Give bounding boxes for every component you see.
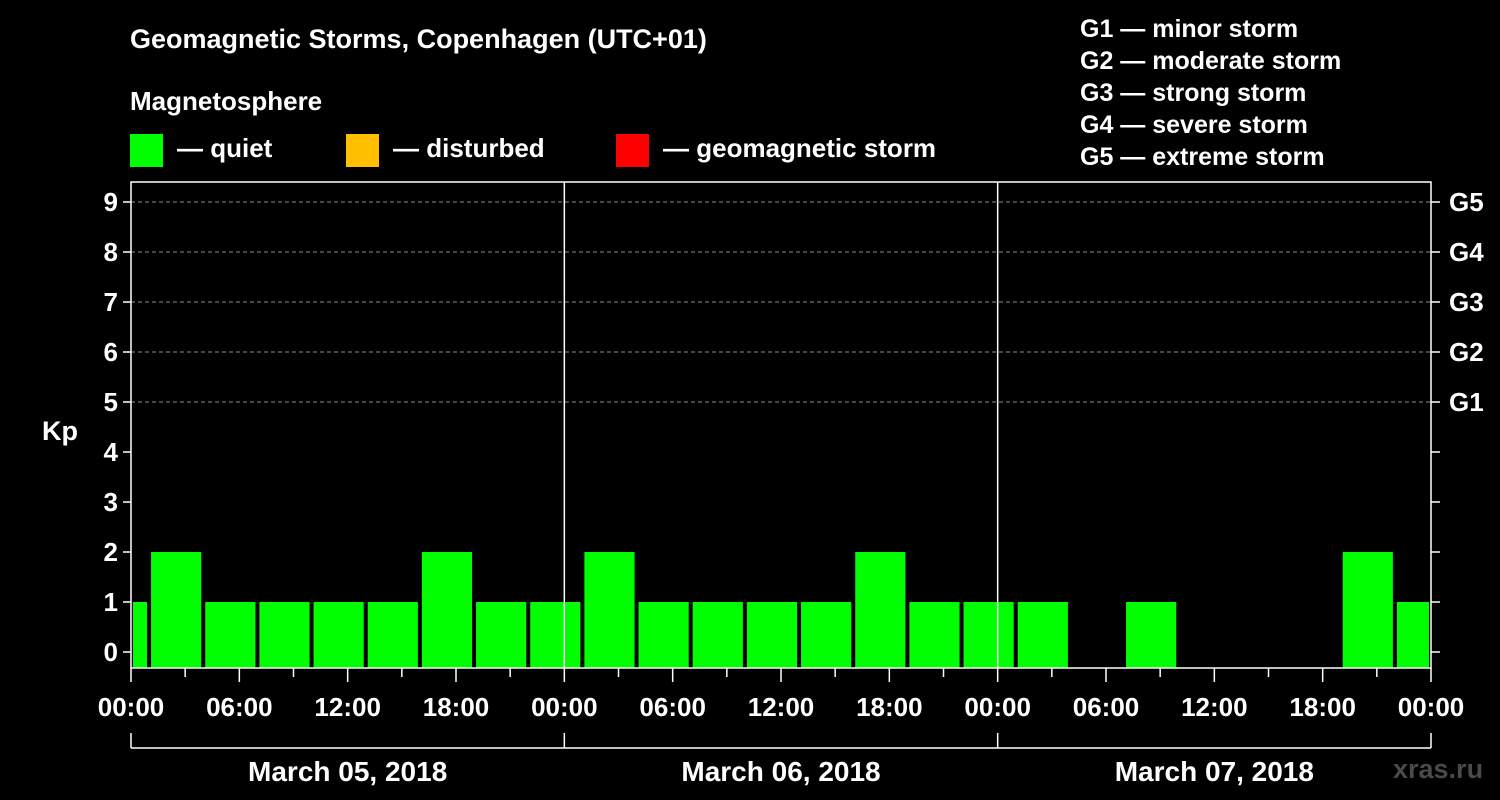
chart-title: Geomagnetic Storms, Copenhagen (UTC+01): [130, 24, 707, 54]
legend-swatch-storm: [616, 134, 649, 167]
legend-swatch-quiet: [130, 134, 163, 167]
magnetosphere-heading: Magnetosphere: [130, 86, 323, 116]
y-tick-label: 6: [104, 337, 118, 367]
day-label: March 05, 2018: [248, 756, 447, 787]
day-label: March 07, 2018: [1115, 756, 1314, 787]
legend-label-quiet: — quiet: [177, 133, 273, 163]
kp-bar: [909, 602, 960, 668]
storm-scale-g4: G4 — severe storm: [1080, 111, 1308, 139]
kp-bar: [1017, 602, 1068, 668]
storm-scale-g3: G3 — strong storm: [1080, 79, 1307, 107]
y-tick-label: 8: [104, 237, 118, 267]
kp-bar: [530, 602, 581, 668]
y-tick-label: 0: [104, 637, 118, 667]
right-axis-label-g1: G1: [1449, 387, 1484, 417]
x-tick-label: 12:00: [314, 692, 381, 722]
right-axis-label-g4: G4: [1449, 237, 1484, 267]
storm-scale-g5: G5 — extreme storm: [1080, 143, 1325, 171]
kp-bar: [855, 552, 906, 668]
x-tick-label: 18:00: [1289, 692, 1356, 722]
x-tick-label: 06:00: [1073, 692, 1140, 722]
y-axis-label: Kp: [42, 416, 78, 446]
y-tick-label: 5: [104, 387, 118, 417]
kp-bar: [1396, 602, 1429, 668]
x-tick-label: 00:00: [1398, 692, 1465, 722]
storm-scale-g1: G1 — minor storm: [1080, 15, 1299, 43]
kp-bar: [205, 602, 256, 668]
x-tick-label: 06:00: [639, 692, 706, 722]
kp-bar: [259, 602, 310, 668]
y-tick-label: 7: [104, 287, 118, 317]
kp-bar: [1126, 602, 1177, 668]
right-axis-label-g2: G2: [1449, 337, 1484, 367]
kp-bar: [367, 602, 418, 668]
plot-frame: [130, 181, 1432, 669]
storm-scale-g2: G2 — moderate storm: [1080, 47, 1342, 75]
x-tick-label: 18:00: [856, 692, 923, 722]
right-axis-label-g5: G5: [1449, 187, 1484, 217]
x-tick-label: 18:00: [423, 692, 490, 722]
x-tick-label: 12:00: [1181, 692, 1248, 722]
watermark: xras.ru: [1393, 754, 1484, 784]
x-tick-label: 00:00: [98, 692, 165, 722]
kp-bar: [746, 602, 798, 668]
legend-swatch-disturbed: [346, 134, 379, 167]
x-tick-label: 12:00: [748, 692, 815, 722]
x-tick-label: 00:00: [964, 692, 1031, 722]
kp-bar: [584, 552, 635, 668]
kp-bar: [421, 552, 473, 668]
kp-bar: [476, 602, 527, 668]
kp-bar: [638, 602, 689, 668]
legend-label-disturbed: — disturbed: [393, 133, 545, 163]
right-axis-label-g3: G3: [1449, 287, 1484, 317]
y-tick-label: 4: [104, 437, 119, 467]
y-tick-label: 2: [104, 537, 118, 567]
y-tick-label: 1: [104, 587, 118, 617]
kp-bar: [692, 602, 743, 668]
x-tick-label: 06:00: [206, 692, 273, 722]
kp-bar: [1342, 552, 1393, 668]
y-tick-label: 9: [104, 187, 118, 217]
x-tick-label: 00:00: [531, 692, 598, 722]
day-label: March 06, 2018: [681, 756, 880, 787]
legend-label-storm: — geomagnetic storm: [663, 133, 937, 163]
y-tick-label: 3: [104, 487, 118, 517]
kp-bar: [313, 602, 364, 668]
kp-bar: [963, 602, 1014, 668]
kp-bar: [133, 602, 148, 668]
kp-bar: [151, 552, 202, 668]
kp-bar: [801, 602, 852, 668]
